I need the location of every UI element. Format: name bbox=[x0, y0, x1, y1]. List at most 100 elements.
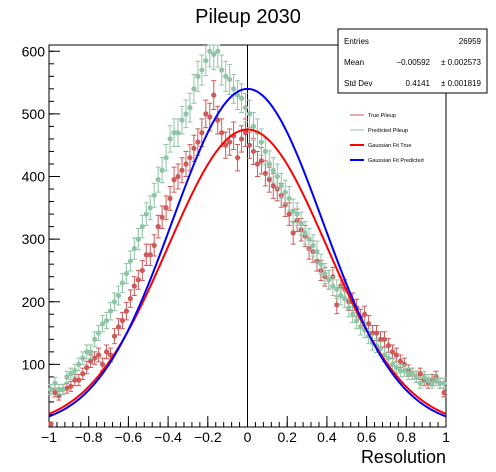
data-point bbox=[405, 371, 411, 377]
data-point bbox=[48, 421, 54, 427]
data-point bbox=[123, 308, 130, 314]
data-point bbox=[99, 321, 106, 327]
y-tick-label: 200 bbox=[22, 294, 46, 310]
plot-area: −1 −0.8 −0.6 −0.4 −0.2 0 0.2 0.4 0.6 0.8 1 100 200 3… bbox=[22, 43, 450, 445]
data-point bbox=[88, 358, 94, 364]
data-point bbox=[369, 330, 376, 336]
data-point bbox=[92, 355, 98, 361]
x-tick-label: −1 bbox=[41, 429, 57, 445]
data-point bbox=[175, 130, 181, 136]
data-point bbox=[159, 214, 165, 220]
data-point bbox=[234, 155, 241, 161]
data-point bbox=[338, 292, 344, 299]
data-point bbox=[203, 111, 209, 117]
data-point bbox=[227, 139, 233, 145]
series-predicted-pileup bbox=[48, 44, 447, 395]
data-point bbox=[282, 202, 288, 208]
x-axis-title: Resolution bbox=[361, 447, 446, 467]
data-point bbox=[211, 51, 217, 57]
data-point bbox=[72, 368, 78, 374]
data-point bbox=[167, 136, 173, 142]
data-point bbox=[278, 183, 284, 189]
data-point bbox=[167, 195, 173, 202]
stat-label: Entries bbox=[344, 37, 369, 46]
data-point bbox=[68, 371, 74, 377]
data-point bbox=[48, 386, 54, 393]
data-point bbox=[437, 380, 443, 386]
x-axis: −1 −0.8 −0.6 −0.4 −0.2 0 0.2 0.4 0.6 0.8 1 bbox=[41, 416, 450, 445]
data-point bbox=[84, 364, 90, 371]
data-point bbox=[246, 111, 253, 117]
stat-label: Std Dev bbox=[344, 79, 372, 88]
data-point bbox=[131, 283, 137, 289]
data-point bbox=[227, 76, 233, 83]
data-point bbox=[199, 67, 205, 73]
data-point bbox=[258, 139, 264, 145]
data-point bbox=[238, 95, 245, 101]
data-point bbox=[207, 48, 213, 54]
data-point bbox=[298, 220, 304, 227]
data-point bbox=[155, 177, 161, 183]
data-point bbox=[290, 230, 296, 236]
data-point bbox=[326, 277, 332, 283]
data-point bbox=[441, 380, 447, 386]
legend-label: Predicted Pileup bbox=[368, 128, 408, 134]
data-point bbox=[310, 242, 316, 248]
data-point bbox=[107, 308, 114, 314]
data-point bbox=[385, 342, 392, 349]
data-point bbox=[183, 111, 189, 117]
data-point bbox=[238, 136, 245, 142]
data-point bbox=[266, 161, 272, 167]
data-point bbox=[179, 167, 185, 173]
data-point bbox=[389, 361, 396, 367]
legend-label: Gaussian Fit True bbox=[368, 143, 411, 149]
x-tick-label: −0.8 bbox=[75, 429, 103, 445]
data-point bbox=[115, 292, 122, 299]
series-layer bbox=[48, 44, 447, 427]
y-tick-label: 300 bbox=[22, 231, 46, 247]
data-point bbox=[334, 302, 340, 308]
data-point bbox=[234, 92, 241, 98]
data-point bbox=[290, 208, 296, 214]
data-point bbox=[135, 277, 141, 283]
data-point bbox=[68, 383, 74, 389]
data-point bbox=[135, 236, 141, 242]
data-point bbox=[123, 270, 130, 277]
data-point bbox=[258, 158, 264, 164]
data-point bbox=[342, 296, 348, 302]
data-point bbox=[215, 48, 221, 54]
data-point bbox=[381, 336, 388, 342]
data-point bbox=[401, 361, 407, 367]
data-point bbox=[171, 177, 177, 183]
data-point bbox=[111, 299, 118, 305]
data-point bbox=[195, 139, 201, 145]
data-point bbox=[115, 324, 122, 330]
data-point bbox=[393, 352, 399, 358]
data-point bbox=[52, 380, 58, 386]
data-point bbox=[346, 305, 352, 311]
y-tick-label: 400 bbox=[22, 169, 46, 185]
data-point bbox=[163, 155, 169, 161]
data-point bbox=[429, 380, 435, 386]
data-point bbox=[421, 374, 427, 380]
stat-label: Mean bbox=[344, 58, 364, 67]
data-point bbox=[215, 117, 221, 123]
stat-value: −0.00592 bbox=[396, 58, 430, 67]
data-point bbox=[246, 142, 253, 148]
data-point bbox=[103, 349, 110, 355]
y-tick-label: 600 bbox=[22, 43, 46, 59]
data-point bbox=[362, 311, 368, 317]
data-point bbox=[183, 161, 189, 167]
data-point bbox=[401, 368, 407, 374]
data-point bbox=[389, 349, 396, 355]
x-tick-label: −0.4 bbox=[154, 429, 182, 445]
data-point bbox=[302, 230, 308, 236]
data-point bbox=[223, 142, 229, 148]
legend-label: Gaussian Fit Predicted bbox=[368, 158, 424, 164]
data-point bbox=[64, 374, 70, 380]
data-point bbox=[80, 355, 86, 361]
data-point bbox=[270, 167, 276, 173]
data-point bbox=[92, 336, 98, 342]
data-point bbox=[223, 73, 229, 79]
